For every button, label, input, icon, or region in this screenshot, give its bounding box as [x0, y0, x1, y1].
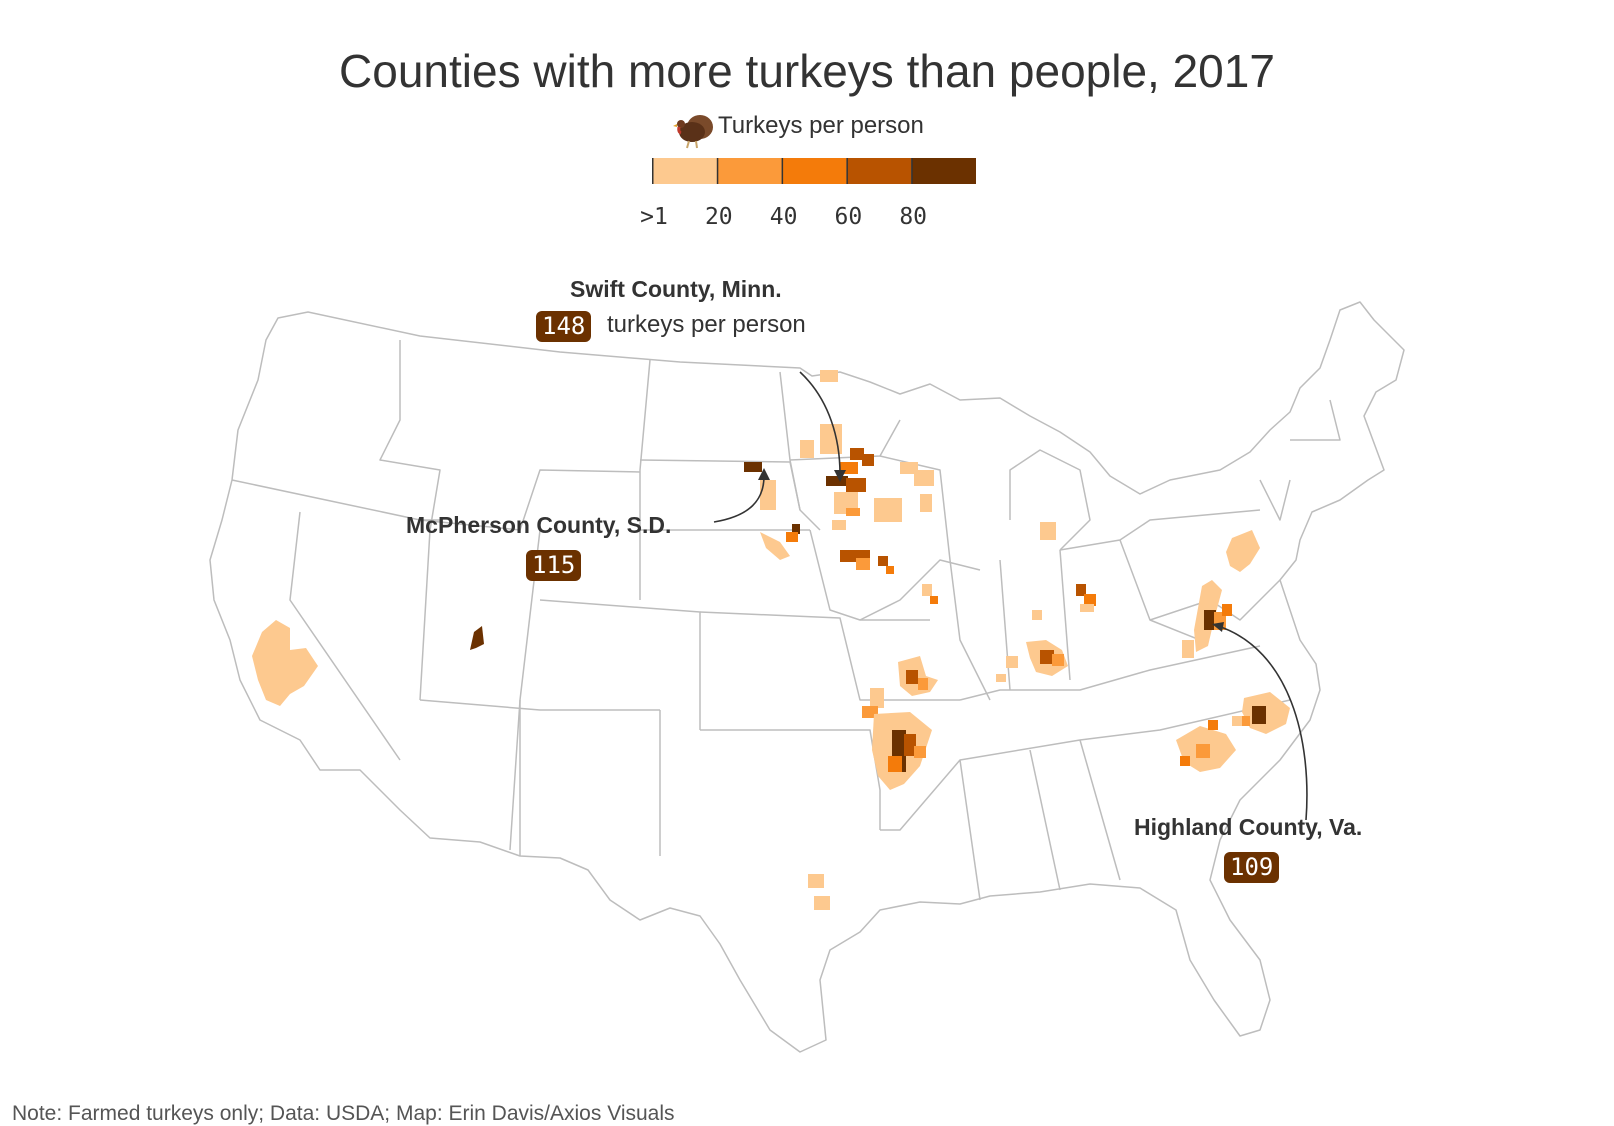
legend-bin: [781, 158, 847, 184]
legend-tick-label: 60: [834, 204, 863, 230]
legend-tick-label: 20: [704, 204, 733, 230]
annotation-arrows: [713, 371, 1308, 821]
legend-bin: [911, 158, 976, 184]
legend-title: Turkeys per person: [718, 112, 924, 139]
legend-tick-label: >1: [640, 204, 668, 230]
legend-color-bar: [652, 158, 976, 184]
source-note: Note: Farmed turkeys only; Data: USDA; M…: [12, 1102, 675, 1125]
annotation-swift-suffix: turkeys per person: [607, 311, 806, 338]
legend-tick-label: 80: [899, 204, 928, 230]
annotation-highland-name: Highland County, Va.: [1134, 814, 1363, 840]
legend-tick-label: 40: [769, 204, 798, 230]
annotation-swift-name: Swift County, Minn.: [570, 276, 782, 302]
turkey-icon: [672, 113, 716, 149]
annotation-mcpherson-value: 115: [526, 550, 582, 581]
annotation-mcpherson-name: McPherson County, S.D.: [406, 512, 672, 538]
annotation-highland-value: 109: [1224, 852, 1280, 883]
annotation-arrowheads: [758, 468, 1224, 632]
map-title: Counties with more turkeys than people, …: [339, 45, 1275, 97]
legend-bin: [716, 158, 782, 184]
annotation-swift-value: 148: [536, 311, 592, 342]
county-fills: [252, 370, 1290, 910]
legend-bin: [652, 158, 717, 184]
state-outlines: [209, 301, 1405, 1053]
legend-bin: [846, 158, 912, 184]
